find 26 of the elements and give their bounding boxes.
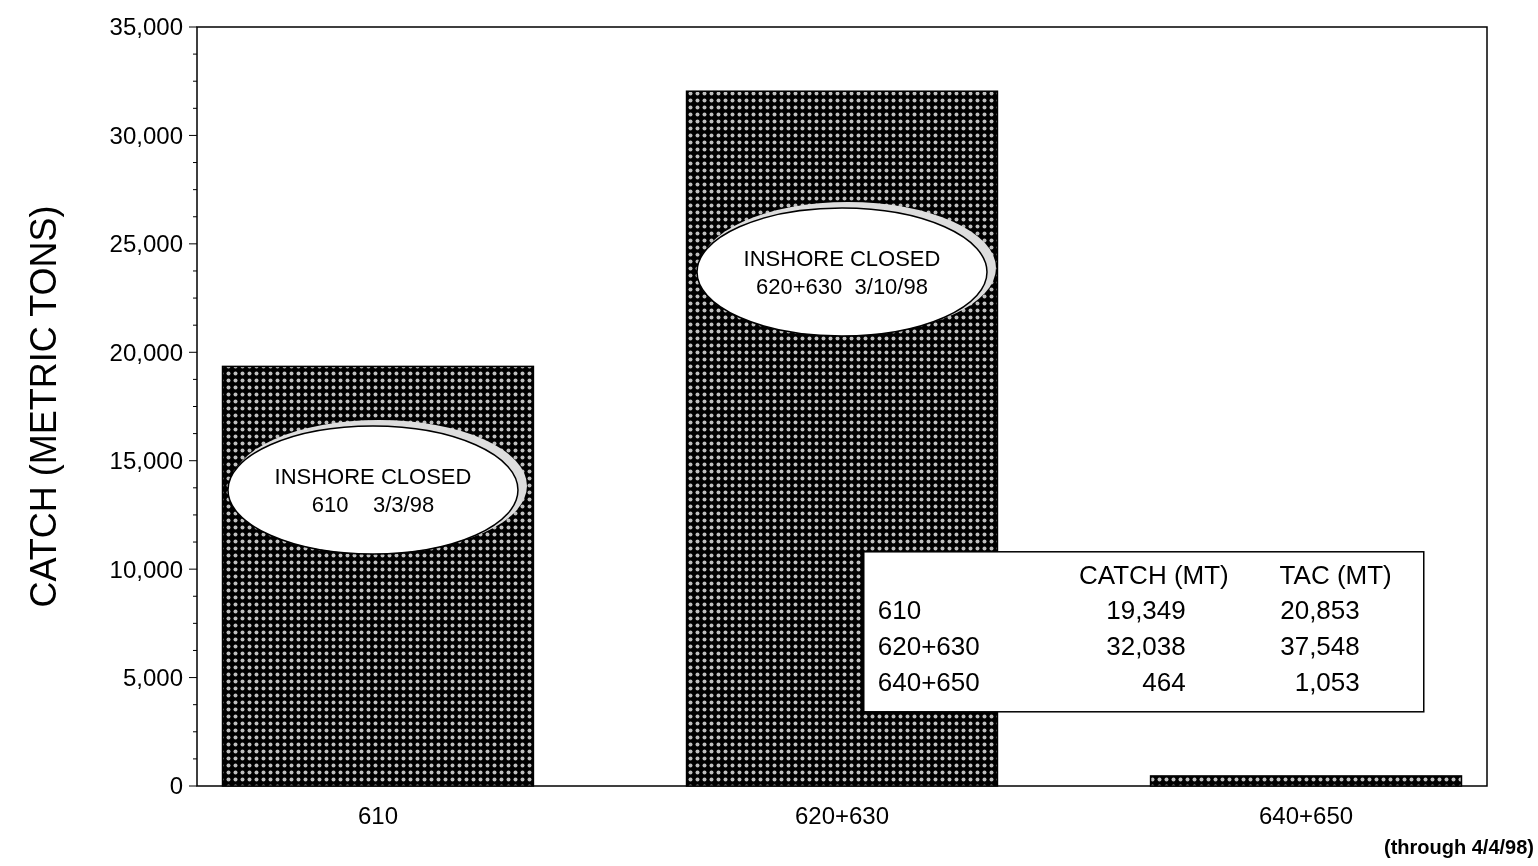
- y-tick-label: 5,000: [122, 663, 183, 691]
- annotation: 464: [1142, 666, 1186, 697]
- annotation: 20,853: [1280, 594, 1360, 625]
- category-label: 620+630: [877, 630, 980, 661]
- x-tick-label: 610: [357, 802, 398, 829]
- category-label: 640+650: [877, 666, 980, 697]
- annotation: 19,349: [1106, 594, 1186, 625]
- annotation: 1,053: [1294, 666, 1360, 697]
- y-tick-label: 0: [169, 772, 183, 800]
- category-label: 610: [877, 594, 922, 625]
- y-tick-label: 35,000: [109, 13, 183, 41]
- y-tick-label: 10,000: [109, 555, 183, 583]
- y-tick-label: 30,000: [109, 121, 183, 149]
- y-axis-title: CATCH (METRIC TONS): [23, 205, 64, 608]
- text: (through 4/4/98): [1383, 836, 1534, 858]
- y-tick-label: 15,000: [109, 447, 183, 475]
- annotation: INSHORE CLOSED 620+630 3/10/98: [743, 246, 941, 300]
- x-tick-label: 640+650: [1258, 802, 1354, 829]
- y-tick-label: 25,000: [109, 230, 183, 258]
- annotation: TAC (MT): [1279, 559, 1392, 590]
- annotation: 37,548: [1280, 630, 1360, 661]
- text: CATCH (MT): [1079, 559, 1229, 590]
- annotation: 32,038: [1106, 630, 1186, 661]
- y-tick-label: 20,000: [109, 338, 183, 366]
- x-tick-label: 620+630: [794, 802, 890, 829]
- annotation: INSHORE CLOSED 610 3/3/98: [274, 463, 472, 517]
